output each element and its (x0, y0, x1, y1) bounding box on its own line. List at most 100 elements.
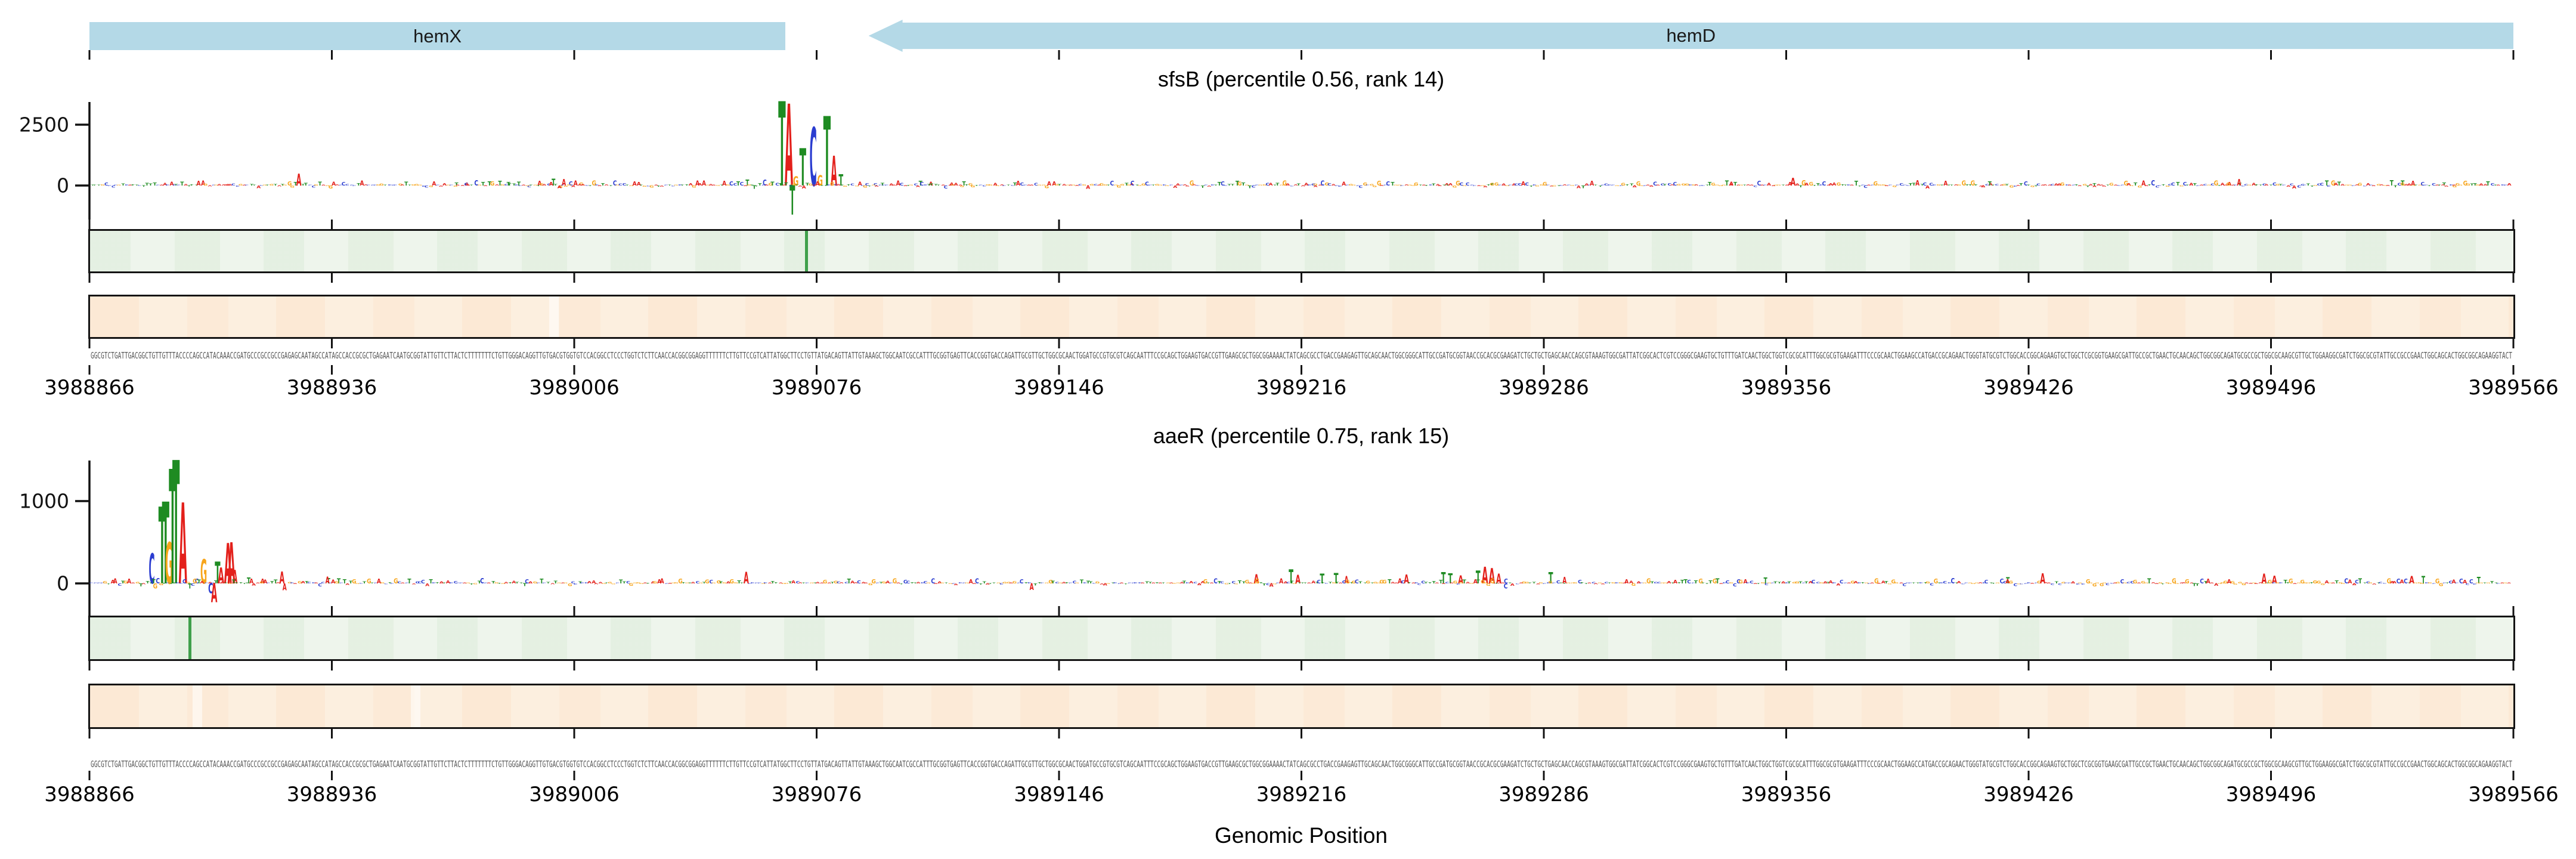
svg-text:G: G (705, 579, 709, 585)
svg-text:A: A (2210, 582, 2215, 583)
svg-text:C: C (1574, 184, 1578, 186)
svg-text:G: G (1676, 184, 1681, 186)
svg-text:C: C (113, 184, 117, 186)
svg-text:C: C (2200, 578, 2204, 585)
svg-text:G: G (768, 183, 772, 187)
svg-text:T: T (194, 184, 199, 186)
svg-text:T: T (2006, 576, 2010, 586)
svg-text:C: C (1017, 582, 1021, 583)
svg-text:G: G (1995, 582, 1999, 583)
svg-text:A: A (1832, 182, 1837, 187)
svg-text:C: C (1023, 184, 1027, 186)
svg-text:A: A (571, 185, 576, 187)
svg-text:G: G (1363, 181, 1368, 187)
svg-text:C: C (729, 181, 733, 187)
svg-text:T: T (1854, 180, 1859, 187)
svg-text:C: C (2024, 583, 2028, 585)
svg-text:C: C (1356, 185, 1360, 186)
svg-text:C: C (2369, 184, 2373, 186)
svg-text:C: C (373, 184, 377, 186)
svg-text:A: A (446, 580, 451, 585)
svg-text:T: T (197, 579, 202, 585)
panel1-orange-track (88, 295, 2515, 339)
svg-text:A: A (1497, 582, 1502, 583)
svg-text:A: A (360, 180, 364, 187)
svg-text:G: G (1892, 185, 1897, 187)
svg-text:G: G (782, 583, 786, 584)
svg-text:A: A (993, 182, 998, 186)
svg-text:T: T (2363, 582, 2367, 583)
svg-text:C: C (903, 580, 908, 585)
svg-text:A: A (1624, 579, 1629, 585)
svg-text:T: T (370, 582, 374, 583)
svg-text:A: A (2151, 582, 2156, 584)
svg-text:C: C (525, 579, 529, 585)
svg-text:A: A (949, 182, 954, 187)
svg-text:C: C (422, 186, 426, 187)
svg-text:C: C (613, 180, 617, 187)
svg-text:T: T (2325, 180, 2329, 187)
svg-text:G: G (722, 582, 726, 584)
svg-text:G: G (1398, 184, 1402, 186)
svg-text:T: T (2335, 579, 2339, 585)
svg-text:T: T (2193, 183, 2197, 186)
svg-text:A: A (277, 186, 282, 187)
panel2-tss-line (188, 617, 192, 659)
svg-text:G: G (871, 579, 875, 585)
svg-text:T: T (149, 582, 153, 583)
svg-text:G: G (2368, 582, 2373, 584)
svg-text:C: C (2241, 186, 2245, 187)
svg-text:3989216: 3989216 (1256, 783, 1346, 807)
svg-text:C: C (1179, 184, 1184, 186)
svg-text:A: A (1788, 181, 1792, 187)
svg-text:A: A (668, 583, 673, 584)
svg-text:C: C (236, 185, 240, 187)
svg-text:G: G (1538, 582, 1543, 584)
svg-text:A: A (2463, 579, 2467, 585)
svg-text:A: A (1594, 583, 1599, 585)
svg-text:T: T (224, 582, 228, 583)
svg-text:T: T (1725, 180, 1729, 187)
svg-text:A: A (858, 181, 862, 187)
svg-text:A: A (896, 582, 901, 583)
svg-text:G: G (2338, 582, 2342, 584)
svg-text:C: C (751, 582, 755, 583)
svg-text:C: C (1221, 181, 1225, 187)
svg-text:C: C (924, 580, 928, 584)
svg-text:C: C (1905, 582, 1909, 583)
svg-text:A: A (364, 184, 369, 186)
svg-text:T: T (1182, 580, 1187, 584)
svg-text:A: A (861, 582, 866, 584)
svg-text:T: T (357, 183, 360, 186)
svg-text:G: G (1459, 582, 1463, 584)
svg-text:G: G (2313, 579, 2318, 585)
svg-text:A: A (335, 184, 340, 186)
svg-text:T: T (1663, 184, 1667, 186)
svg-text:G: G (1934, 578, 1938, 585)
svg-text:C: C (1317, 579, 1321, 585)
svg-text:G: G (706, 184, 710, 186)
svg-text:C: C (914, 183, 918, 186)
svg-text:T: T (668, 184, 672, 186)
svg-text:C: C (259, 185, 264, 186)
svg-text:T: T (1684, 579, 1688, 585)
svg-text:3989076: 3989076 (772, 783, 862, 807)
svg-text:A: A (1760, 184, 1765, 186)
svg-text:A: A (1899, 582, 1904, 583)
svg-text:G: G (2060, 181, 2065, 187)
svg-text:G: G (653, 580, 657, 585)
svg-text:T: T (1799, 185, 1803, 188)
svg-text:A: A (785, 81, 793, 212)
svg-text:C: C (2424, 184, 2428, 186)
svg-text:T: T (169, 438, 176, 621)
svg-text:G: G (2017, 583, 2021, 585)
svg-text:G: G (1795, 581, 1800, 584)
svg-text:G: G (2124, 180, 2128, 187)
svg-text:G: G (2138, 185, 2142, 189)
svg-text:C: C (1346, 184, 1350, 186)
svg-text:C: C (148, 545, 154, 593)
svg-text:T: T (1974, 184, 1978, 186)
svg-text:C: C (1132, 582, 1136, 583)
svg-text:A: A (222, 184, 227, 186)
